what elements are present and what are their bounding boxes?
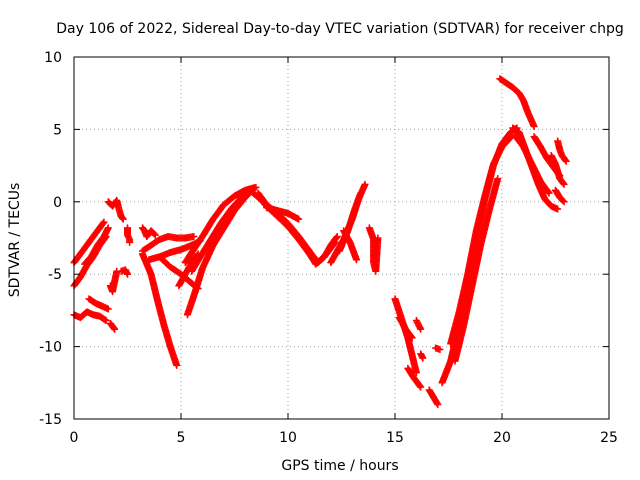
series-arc-af [447,131,517,348]
series-arc-r [254,189,339,267]
data-point [559,197,567,205]
series-arc-aj [496,75,538,131]
y-tick-label: 0 [53,195,62,211]
data-point [408,334,416,342]
series-arc-i [138,250,181,369]
data-point [104,305,112,313]
data-point [194,250,202,258]
x-tick-label: 25 [600,430,618,446]
data-point [357,189,365,197]
data-point [99,219,107,227]
data-point [545,189,553,197]
series-arc-j [138,233,198,255]
chart-title: Day 106 of 2022, Sidereal Day-to-day VTE… [56,21,624,37]
data-point [352,256,360,264]
data-point [544,188,552,196]
series-arc-ac [425,386,442,409]
data-point [331,238,339,246]
series-arc-h [138,224,159,241]
data-point [173,361,181,369]
series-arc-s [263,204,303,223]
data-point [190,233,198,241]
data-point [126,238,134,246]
data-point [436,345,444,353]
data-point [374,234,382,242]
data-point [151,231,159,239]
plot-frame [73,56,610,420]
series-arc-f [117,266,131,278]
data-point [417,325,425,333]
y-tick-label: -15 [39,412,62,428]
x-axis-label: GPS time / hours [281,458,398,474]
series-arc-a3 [81,224,112,268]
y-tick-label: -5 [48,267,62,283]
y-tick-label: 5 [53,122,62,138]
data-point [560,180,568,188]
series-arc-b [70,308,110,325]
marks-layer [70,75,570,409]
data-point [333,233,341,241]
data-point [419,354,427,362]
series-arc-w [365,224,382,275]
data-point [330,240,338,248]
x-tick-label: 10 [279,430,297,446]
data-point [561,156,569,164]
data-point [494,175,502,183]
data-point [417,383,425,391]
data-point [104,224,112,232]
series-arc-p [175,250,202,290]
series-arc-am [554,137,570,165]
series-arc-b2 [85,295,112,313]
data-point [361,180,369,188]
data-point [559,179,567,187]
series-arc-g [124,224,134,246]
data-point [332,234,340,242]
data-point [100,218,108,226]
series-arc-a [70,218,108,267]
data-point [111,325,119,333]
data-point [193,251,201,259]
x-tick-label: 15 [386,430,404,446]
series-arc-z [404,364,425,391]
data-point [416,382,424,390]
data-point [102,317,110,325]
series-arc-e [106,267,121,296]
series-arc-m [181,183,260,267]
y-tick-label: -10 [39,340,62,356]
series-arc-al [547,151,568,188]
ticks-layer: 0 5 10 15 20 25 -15 -10 -5 0 5 10 [39,50,618,446]
x-tick-label: 0 [70,430,79,446]
series-arc-y [395,314,416,342]
data-point [434,401,442,409]
series-arc-ag [451,175,502,365]
series-arc-aa [412,317,425,333]
series-arc-ad [432,344,444,353]
series-arc-c [106,319,119,333]
data-point [124,270,131,278]
data-point [407,333,415,341]
series-arc-ai [511,131,553,197]
data-point [562,157,570,165]
series-arc-ab [417,350,427,362]
series-arc-an [552,186,568,206]
y-axis-label: SDTVAR / TECUs [7,183,23,298]
series-arc-d [104,196,127,223]
y-tick-label: 10 [44,50,62,66]
series-arc-v [340,227,360,264]
x-tick-label: 5 [177,430,186,446]
data-point [295,215,303,223]
data-point [530,123,538,131]
data-point [560,198,568,206]
series-arc-x [391,295,420,377]
data-point [119,215,127,223]
data-point [554,205,562,213]
data-point [150,230,158,238]
x-tick-label: 20 [493,430,511,446]
